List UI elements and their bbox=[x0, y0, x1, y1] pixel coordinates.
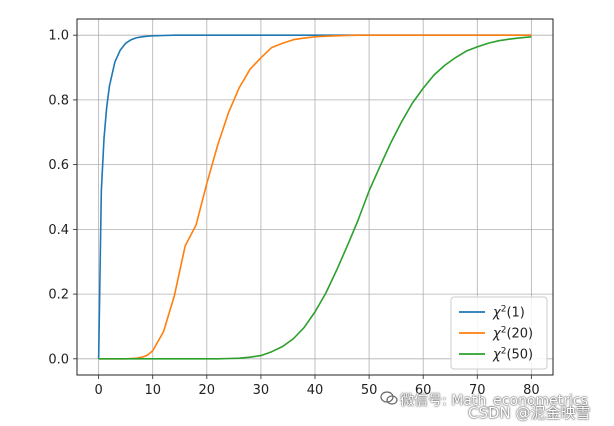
series-lines bbox=[97, 34, 532, 360]
x-tick-label: 60 bbox=[415, 383, 432, 398]
y-tick-label: 0.8 bbox=[48, 93, 69, 108]
x-tick-label: 70 bbox=[469, 383, 486, 398]
x-tick-labels: 0 10 20 30 40 50 60 70 80 bbox=[94, 383, 539, 398]
watermark-wechat-id: 微信号: Math_econometrics bbox=[400, 393, 588, 409]
grid-lines bbox=[77, 19, 553, 375]
y-tick-label: 1.0 bbox=[48, 29, 69, 44]
watermark-csdn: CSDN @泥金映雪 bbox=[468, 404, 591, 422]
x-tick-label: 20 bbox=[199, 383, 216, 398]
y-tick-label: 0.2 bbox=[48, 288, 69, 303]
legend: χ2(1) χ2(20) χ2(50) bbox=[450, 296, 548, 370]
y-tick-labels: 0.0 0.2 0.4 0.6 0.8 1.0 bbox=[48, 29, 69, 368]
y-tick-label: 0.6 bbox=[48, 158, 69, 173]
x-tick-label: 0 bbox=[94, 383, 102, 398]
x-tick-label: 80 bbox=[523, 383, 540, 398]
y-tick-label: 0.0 bbox=[48, 352, 69, 367]
wechat-icon bbox=[380, 391, 398, 405]
x-tick-label: 10 bbox=[144, 383, 161, 398]
y-tick-label: 0.4 bbox=[48, 223, 69, 238]
series-line-2 bbox=[98, 36, 532, 360]
x-tick-label: 50 bbox=[361, 383, 378, 398]
legend-label-2: χ2(50) bbox=[492, 347, 533, 363]
x-tick-label: 40 bbox=[307, 383, 324, 398]
legend-label-1: χ2(20) bbox=[492, 326, 533, 342]
legend-label-0: χ2(1) bbox=[492, 305, 525, 321]
legend-box bbox=[450, 296, 548, 370]
x-tick-label: 30 bbox=[253, 383, 270, 398]
tick-marks bbox=[73, 34, 532, 379]
